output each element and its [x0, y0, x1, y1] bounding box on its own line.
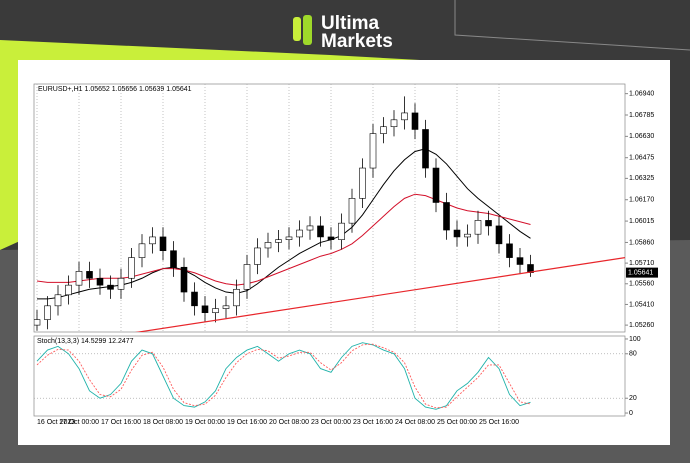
candle-body	[65, 284, 72, 296]
candle-body	[296, 229, 303, 238]
candle-body	[348, 198, 356, 224]
candle-body	[474, 220, 482, 235]
candle-body	[390, 119, 398, 128]
stoch-panel	[33, 335, 626, 417]
candle-body	[54, 294, 62, 307]
candle-body	[516, 257, 524, 265]
y-tick-label: 80	[629, 351, 637, 358]
y-tick-label: 1.06785	[629, 112, 654, 119]
candle-body	[453, 229, 461, 238]
candle-body	[495, 225, 503, 245]
logo-mark	[293, 17, 301, 41]
candle-body	[212, 308, 219, 314]
chart-title: EURUSD+,H1 1.05652 1.05656 1.05639 1.056…	[38, 86, 192, 93]
candle-body	[138, 243, 146, 258]
y-tick-label: 20	[629, 395, 637, 402]
brand-line: Markets	[321, 31, 393, 52]
candle-body	[327, 236, 335, 240]
candle-body	[170, 250, 177, 268]
y-tick-label: 1.06630	[629, 133, 654, 140]
candle-body	[401, 112, 408, 121]
candle-body	[443, 202, 450, 231]
candle-body	[422, 129, 429, 169]
chart-title: Stoch(13,3,3) 14.5299 12.2477	[37, 338, 134, 345]
candle-body	[44, 305, 51, 320]
plot-area	[34, 84, 625, 332]
candle-body	[485, 220, 492, 227]
candle-body	[117, 277, 125, 290]
price-panel	[33, 83, 626, 333]
candle-body	[275, 239, 282, 243]
last-price-label: 1.05641	[628, 269, 653, 276]
y-tick-label: 1.05260	[629, 322, 654, 329]
x-tick-label: 23 Oct 16:00	[353, 419, 393, 426]
plot-area	[34, 342, 625, 410]
candle-body	[264, 242, 272, 249]
candle-body	[306, 225, 314, 231]
candle-body	[464, 233, 471, 238]
x-tick-label: 24 Oct 08:00	[395, 419, 435, 426]
candle-body	[338, 222, 345, 240]
candle-body	[411, 112, 419, 130]
y-tick-label: 1.05560	[629, 281, 654, 288]
last-price-box	[626, 267, 658, 278]
candle-body	[243, 264, 251, 290]
candle-body	[149, 236, 156, 245]
logo-mark	[303, 15, 312, 45]
y-tick-label: 1.05710	[629, 260, 654, 267]
y-tick-label: 0	[629, 410, 633, 417]
y-tick-label: 1.06325	[629, 175, 654, 182]
x-tick-label: 19 Oct 00:00	[185, 419, 225, 426]
x-tick-label: 19 Oct 16:00	[227, 419, 267, 426]
candle-body	[317, 225, 324, 238]
candle-body	[191, 291, 198, 307]
candle-body	[380, 126, 387, 134]
x-tick-label: 25 Oct 16:00	[479, 419, 519, 426]
candle-body	[369, 133, 377, 169]
candle-body	[233, 288, 240, 307]
candle-body	[506, 243, 513, 258]
candle-body	[75, 271, 83, 286]
x-tick-label: 17 Oct 00:00	[59, 419, 99, 426]
x-tick-label: 17 Oct 16:00	[101, 419, 141, 426]
candle-body	[159, 236, 167, 252]
x-tick-label: 18 Oct 08:00	[143, 419, 183, 426]
candle-body	[128, 257, 135, 279]
outline	[454, 0, 690, 51]
y-tick-label: 1.05860	[629, 239, 654, 246]
brand-line: Ultima	[321, 13, 380, 34]
x-tick-label: 16 Oct 2023	[37, 419, 75, 426]
y-tick-label: 100	[629, 336, 641, 343]
candle-body	[107, 284, 114, 290]
y-tick-label: 1.06170	[629, 197, 654, 204]
x-tick-label: 20 Oct 08:00	[269, 419, 309, 426]
stoch-line	[36, 343, 531, 409]
y-tick-label: 1.05410	[629, 301, 654, 308]
candle-body	[254, 247, 261, 265]
x-tick-label: 23 Oct 00:00	[311, 419, 351, 426]
candle-body	[285, 236, 293, 240]
candle-body	[96, 277, 104, 286]
candle-body	[201, 305, 209, 314]
candle-body	[180, 266, 188, 293]
candle-body	[432, 167, 440, 203]
y-tick-label: 1.06940	[629, 90, 654, 97]
y-tick-label: 1.06015	[629, 218, 654, 225]
y-tick-label: 1.06475	[629, 155, 654, 162]
candle-body	[34, 319, 41, 326]
x-tick-label: 25 Oct 00:00	[437, 419, 477, 426]
trendline	[135, 257, 625, 332]
candle-body	[86, 271, 93, 279]
candle-body	[359, 167, 366, 199]
candle-body	[222, 305, 230, 309]
